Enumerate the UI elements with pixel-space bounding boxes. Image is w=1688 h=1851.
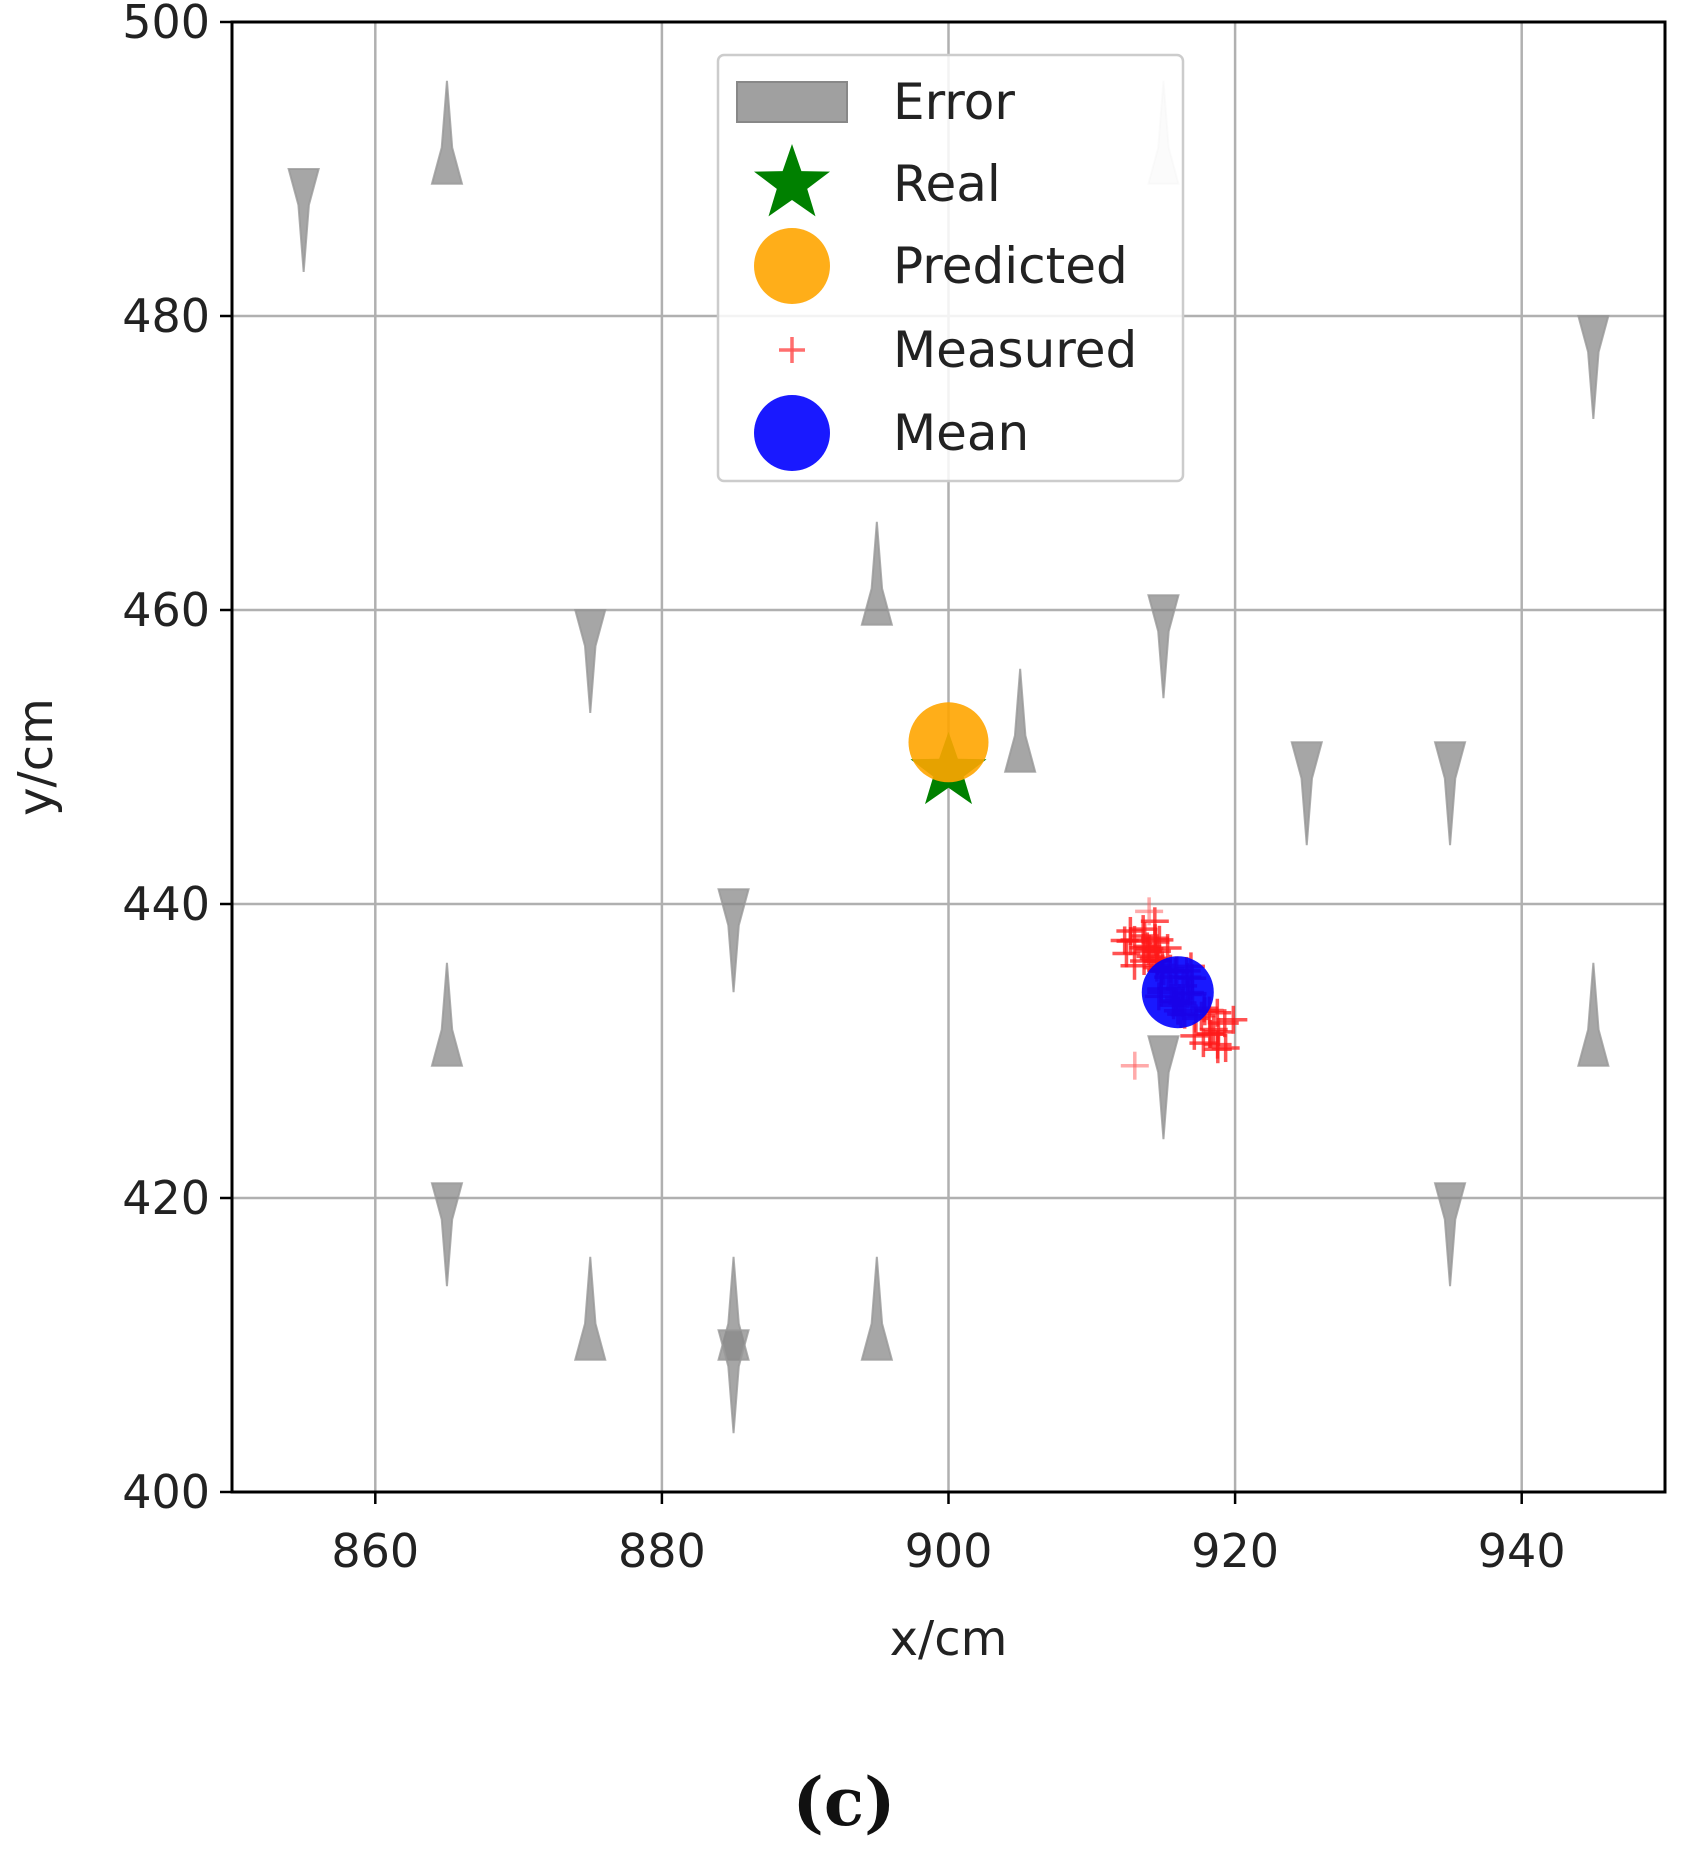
predicted-point: [908, 702, 989, 783]
error-arrow: [1577, 962, 1610, 1067]
legend-label: Predicted: [893, 237, 1128, 295]
error-arrow: [717, 888, 750, 993]
error-arrow: [287, 168, 320, 272]
error-arrow: [430, 962, 464, 1067]
legend-circle-icon: [754, 395, 830, 471]
error-arrow: [1147, 1035, 1180, 1140]
legend-label: Mean: [893, 404, 1029, 462]
error-arrow: [1433, 1182, 1467, 1287]
measured-point: [1145, 925, 1174, 954]
legend-star-icon: [754, 144, 830, 217]
error-arrow: [860, 1256, 894, 1361]
error-arrow: [1433, 741, 1467, 846]
legend-item: Mean: [754, 395, 1029, 471]
error-arrow: [1577, 315, 1610, 419]
panel-caption: (c): [793, 1763, 896, 1841]
error-arrow: [1147, 594, 1180, 699]
y-tick-label: 460: [122, 583, 210, 637]
measured-point: [1180, 1021, 1209, 1050]
y-tick-label: 400: [122, 1465, 210, 1519]
legend-box: [716, 53, 1185, 483]
x-tick-label: 940: [1478, 1524, 1566, 1578]
y-tick-label: 440: [122, 877, 210, 931]
error-arrow: [1290, 741, 1324, 846]
error-arrow: [430, 80, 464, 185]
measured-point: [1210, 1009, 1239, 1038]
error-arrow: [717, 1329, 750, 1434]
measured-point: [1203, 1035, 1232, 1064]
y-tick-label: 500: [122, 0, 210, 49]
measured-point: [1136, 942, 1165, 971]
x-tick-label: 900: [905, 1524, 993, 1578]
measured-point: [1120, 1051, 1149, 1080]
legend-item: Predicted: [754, 228, 1128, 304]
error-arrow: [1003, 668, 1037, 773]
mean-point: [1141, 956, 1214, 1029]
error-arrow: [573, 1256, 607, 1361]
data-markers: [908, 702, 1248, 1080]
axis-ticks: 860 880 900 920 940 400 420 440 460 480 500: [122, 0, 1565, 1578]
legend-item: Measured: [779, 321, 1137, 379]
legend: Error Real Predicted Measured Mean: [716, 53, 1185, 483]
legend-label: Error: [893, 73, 1015, 131]
y-tick-label: 420: [122, 1171, 210, 1225]
legend-plus-icon: [779, 337, 805, 363]
legend-label: Real: [893, 155, 1001, 213]
y-axis-label: y/cm: [8, 698, 64, 816]
legend-label: Measured: [893, 321, 1137, 379]
legend-item: Error: [736, 73, 1015, 131]
error-arrow: [573, 609, 607, 713]
error-arrows: [287, 80, 1610, 1434]
error-arrow: [860, 521, 894, 626]
legend-circle-icon: [754, 228, 830, 304]
measured-point: [1120, 925, 1149, 954]
legend-item: Real: [754, 144, 1001, 217]
y-tick-label: 480: [122, 289, 210, 343]
measured-point: [1135, 897, 1164, 926]
x-axis-label: x/cm: [890, 1611, 1008, 1667]
x-tick-label: 920: [1191, 1524, 1279, 1578]
legend-error-swatch: [736, 81, 848, 123]
x-tick-label: 860: [331, 1524, 419, 1578]
error-arrow: [430, 1182, 464, 1287]
x-tick-label: 880: [618, 1524, 706, 1578]
